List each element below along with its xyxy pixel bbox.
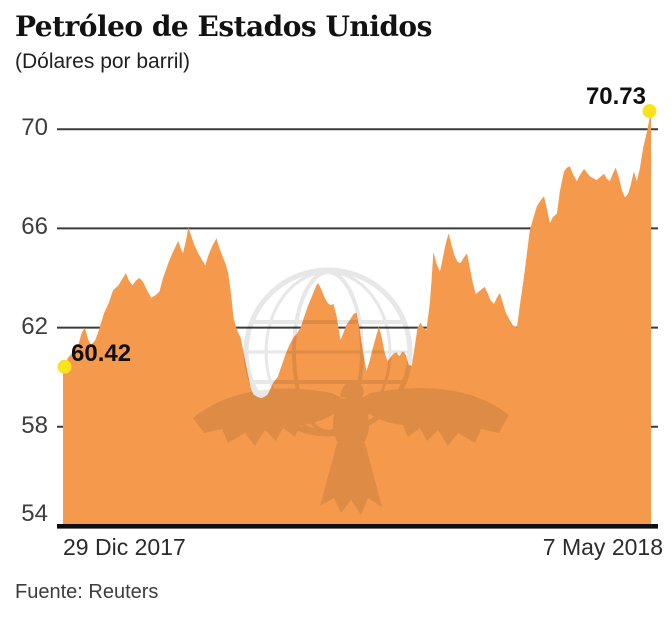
y-axis-tick-label-62: 62: [21, 312, 48, 340]
y-axis-tick-label-70: 70: [21, 114, 48, 142]
end-point-dot: [642, 104, 657, 119]
source-label: Fuente: Reuters: [15, 581, 159, 603]
chart-title: Petróleo de Estados Unidos: [15, 10, 432, 43]
start-point-dot: [57, 359, 72, 374]
y-axis-tick-label-58: 58: [21, 411, 48, 439]
end-value-label: 70.73: [585, 83, 646, 110]
x-axis-start-label: 29 Dic 2017: [63, 534, 186, 560]
x-axis-end-label: 7 May 2018: [542, 534, 663, 560]
y-axis-tick-label-54: 54: [21, 500, 48, 527]
eagle-globe-watermark-icon: [193, 267, 509, 515]
x-axis-baseline: [57, 524, 658, 529]
y-axis-tick-label-66: 66: [21, 213, 48, 241]
axis-and-markers: [57, 104, 658, 529]
start-value-label: 60.42: [71, 340, 132, 367]
chart-subtitle: (Dólares por barril): [15, 50, 191, 73]
